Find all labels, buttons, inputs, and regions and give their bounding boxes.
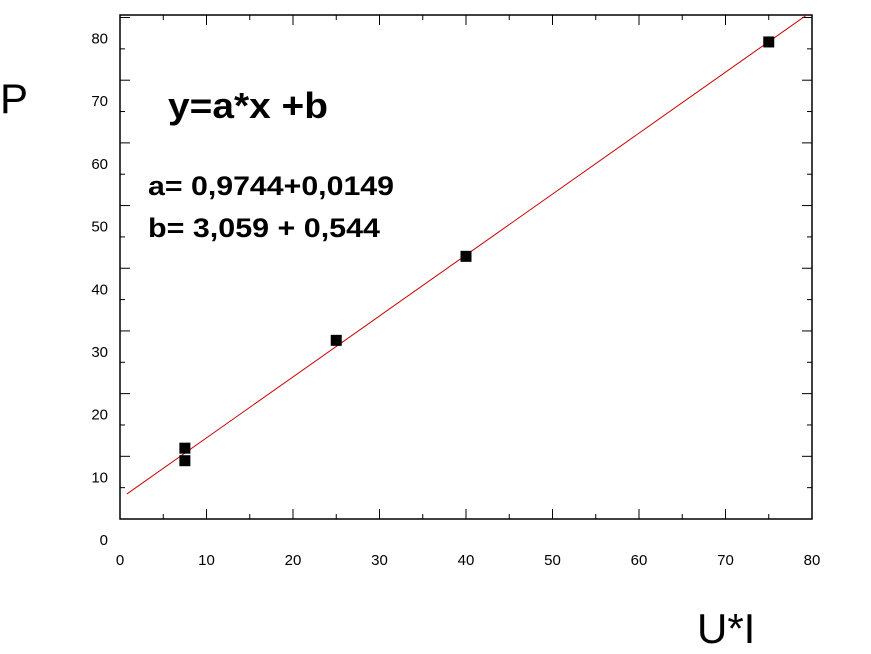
x-tick-label: 60 — [631, 552, 648, 569]
x-tick-label: 20 — [285, 552, 302, 569]
y-tick-label: 50 — [91, 219, 108, 236]
x-tick-label: 40 — [458, 552, 475, 569]
x-tick-label: 80 — [804, 552, 821, 569]
coefficient-b: b= 3,059 + 0,544 — [148, 213, 380, 243]
x-tick-label: 50 — [544, 552, 561, 569]
x-tick-label: 0 — [116, 552, 124, 569]
y-tick-label: 80 — [91, 31, 108, 48]
y-axis-label: P — [0, 75, 28, 122]
y-tick-label: 30 — [91, 344, 108, 361]
equation: y=a*x +b — [168, 85, 328, 126]
x-axis-label: U*I — [697, 605, 755, 652]
data-point — [179, 442, 191, 454]
data-point — [460, 250, 472, 262]
y-tick-label: 20 — [91, 407, 108, 424]
data-point — [330, 334, 342, 346]
coefficient-a: a= 0,9744+0,0149 — [148, 171, 394, 201]
y-tick-label: 0 — [100, 532, 108, 549]
y-tick-label: 10 — [91, 469, 108, 486]
x-tick-label: 30 — [371, 552, 388, 569]
y-tick-label: 40 — [91, 281, 108, 298]
data-point — [179, 455, 191, 467]
x-tick-label: 70 — [717, 552, 734, 569]
y-tick-label: 70 — [91, 93, 108, 110]
x-tick-label: 10 — [198, 552, 215, 569]
data-point — [763, 36, 775, 48]
y-tick-label: 60 — [91, 156, 108, 173]
